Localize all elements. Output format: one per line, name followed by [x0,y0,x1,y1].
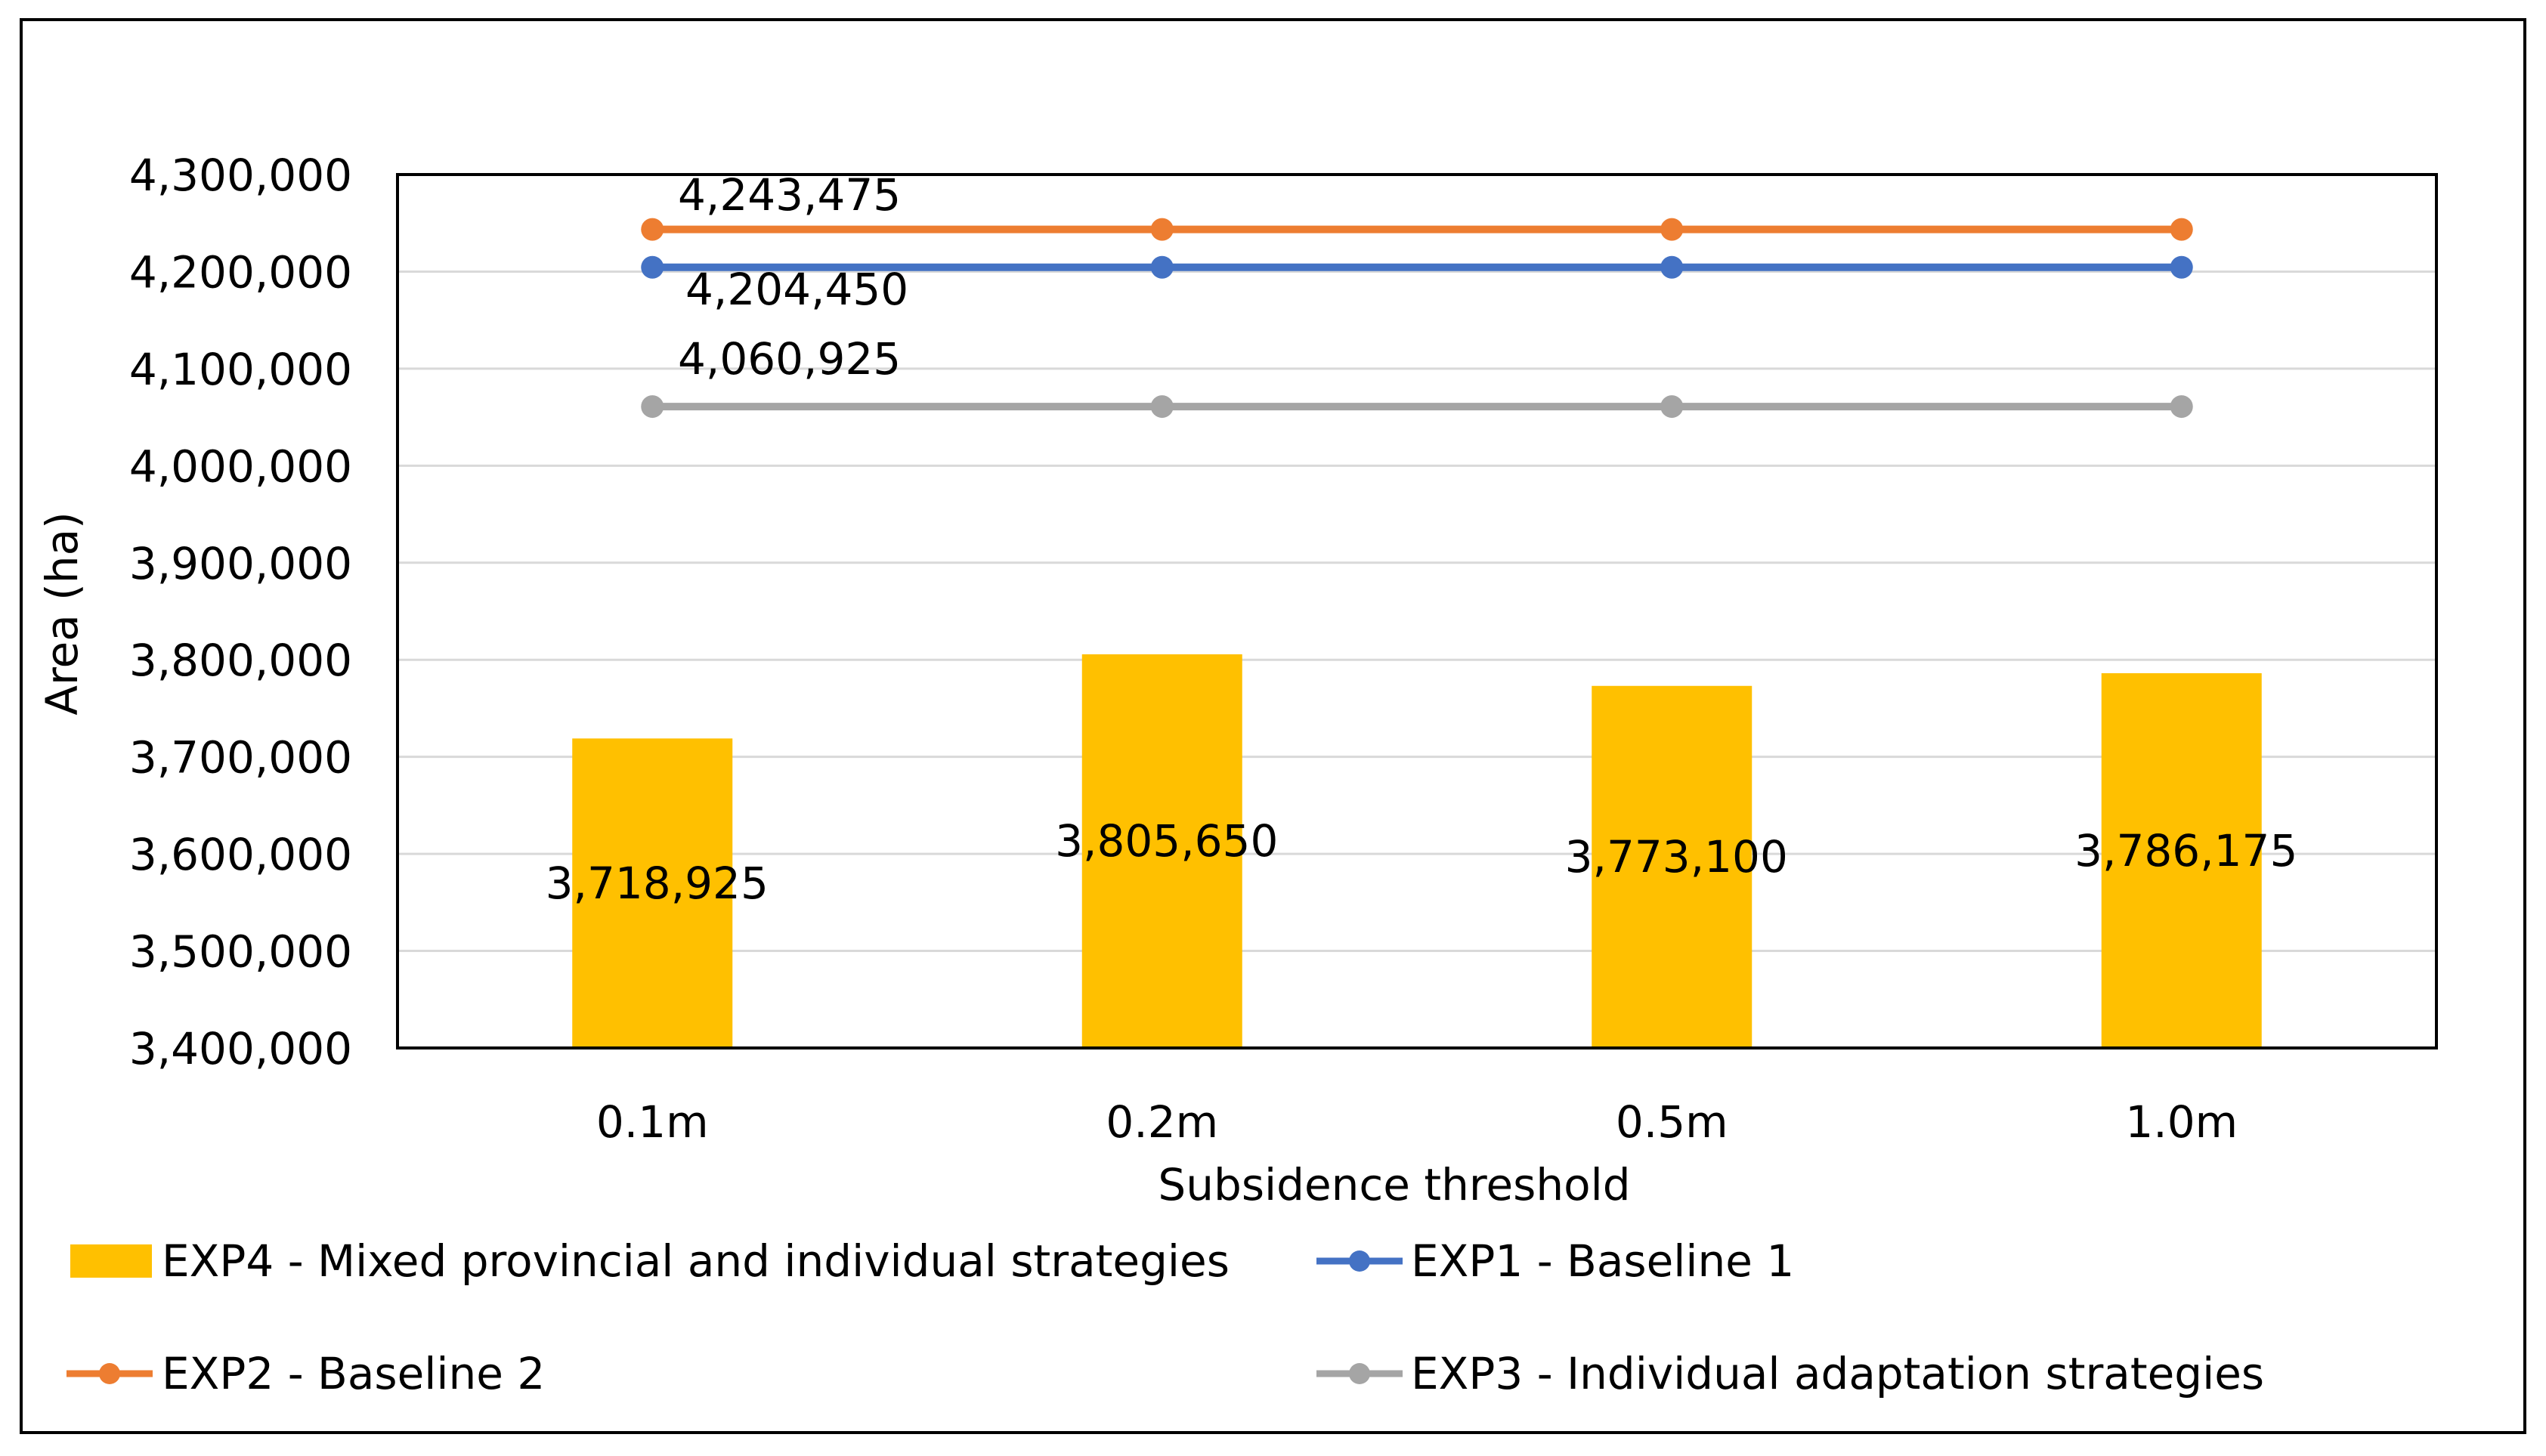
y-tick-label: 3,800,000 [129,635,352,686]
legend-marker-exp3 [1349,1363,1370,1384]
x-tick-label: 0.1m [596,1096,709,1148]
line-data-label: 4,060,925 [678,333,901,385]
bar [572,738,733,1048]
y-axis-title: Area (ha) [36,512,88,715]
line-marker [1660,395,1684,419]
y-tick-label: 4,000,000 [129,441,352,492]
y-tick-label: 3,500,000 [129,926,352,978]
legend-item-exp1[interactable]: EXP1 - Baseline 1 [1316,1235,1794,1287]
legend-marker-exp2 [99,1363,120,1384]
line-series [641,218,2193,419]
y-tick-label: 3,900,000 [129,538,352,589]
legend-item-exp4[interactable]: EXP4 - Mixed provincial and individual s… [70,1235,1230,1287]
bar [1592,685,1753,1048]
bar-series [572,654,2262,1048]
y-tick-label: 4,300,000 [129,150,352,201]
y-tick-label: 4,100,000 [129,344,352,395]
legend-label-exp1: EXP1 - Baseline 1 [1411,1235,1794,1287]
line-data-label: 4,204,450 [685,264,908,315]
line-marker [1150,218,1174,241]
bar-data-label: 3,718,925 [546,858,769,909]
y-tick-label: 3,600,000 [129,829,352,880]
x-tick-label: 0.2m [1106,1096,1218,1148]
y-tick-label: 4,200,000 [129,246,352,298]
line-marker [2170,218,2193,241]
line-data-label: 4,243,475 [678,169,901,221]
line-marker [2170,255,2193,279]
x-tick-label: 1.0m [2125,1096,2238,1148]
legend-marker-exp1 [1349,1250,1370,1272]
y-tick-label: 3,700,000 [129,732,352,784]
legend-label-exp4: EXP4 - Mixed provincial and individual s… [162,1235,1230,1287]
legend-item-exp3[interactable]: EXP3 - Individual adaptation strategies [1316,1348,2264,1399]
line-marker [1150,255,1174,279]
line-marker [2170,395,2193,419]
line-marker [641,395,664,419]
x-tick-label: 0.5m [1616,1096,1728,1148]
legend-label-exp3: EXP3 - Individual adaptation strategies [1411,1348,2264,1399]
y-axis-ticks: 3,400,000 3,500,000 3,600,000 3,700,000 3,80… [129,150,352,1074]
legend: EXP4 - Mixed provincial and individual s… [67,1235,2264,1399]
bar-data-label: 3,786,175 [2074,825,2297,876]
bar-data-label: 3,805,650 [1055,815,1278,867]
legend-swatch-exp4 [70,1244,152,1278]
plot-area-border [396,173,2438,1049]
data-labels: 3,718,925 3,805,650 3,773,100 3,786,175 4,20… [546,169,2298,909]
bar-data-label: 3,773,100 [1565,831,1788,883]
legend-label-exp2: EXP2 - Baseline 2 [162,1348,545,1399]
line-marker [1660,218,1684,241]
line-marker [641,218,664,241]
legend-item-exp2[interactable]: EXP2 - Baseline 2 [67,1348,545,1399]
x-axis-title: Subsidence threshold [1158,1159,1630,1210]
y-tick-label: 3,400,000 [129,1023,352,1074]
bar [2101,672,2262,1048]
line-marker [1150,395,1174,419]
line-marker [1660,255,1684,279]
bar [1081,654,1242,1048]
line-marker [641,255,664,279]
x-axis-ticks: 0.1m 0.2m 0.5m 1.0m [596,1096,2238,1148]
